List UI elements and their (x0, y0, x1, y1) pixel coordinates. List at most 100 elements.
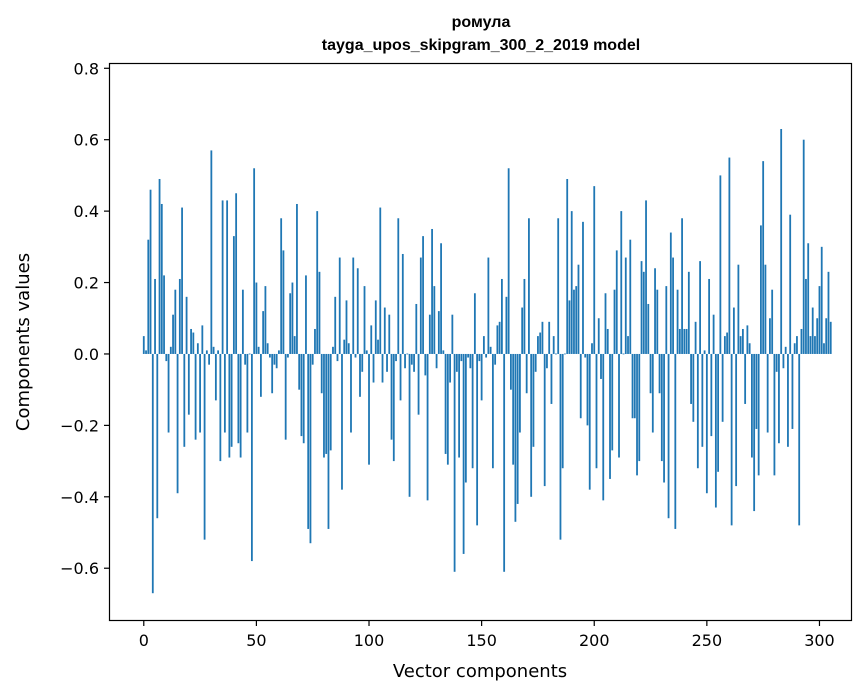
bar (379, 207, 382, 354)
bar (183, 353, 186, 447)
bar (192, 332, 195, 354)
x-tick-label: 50 (246, 631, 266, 650)
bar (510, 353, 512, 390)
bar (160, 203, 163, 354)
bar (316, 211, 319, 354)
y-tick-label: 0.2 (74, 274, 99, 293)
bar (372, 353, 375, 383)
bar (746, 325, 749, 354)
bar (368, 353, 370, 465)
bar (501, 278, 503, 354)
bar (433, 286, 436, 354)
bar (296, 203, 298, 354)
bar (287, 353, 289, 358)
bar (699, 261, 701, 354)
y-tick-label: −0.2 (60, 416, 99, 435)
bar (687, 271, 690, 354)
bar (494, 353, 497, 365)
bar (796, 336, 798, 354)
bar (163, 275, 165, 354)
bar (773, 353, 776, 476)
bar (548, 321, 551, 354)
bar (816, 318, 819, 354)
bar (361, 353, 364, 372)
bar (449, 353, 451, 383)
bar (579, 353, 582, 419)
bar (577, 264, 580, 354)
bar (201, 325, 204, 354)
bar (491, 353, 494, 469)
bar (392, 353, 395, 462)
bar (622, 353, 625, 355)
bar (145, 350, 147, 354)
bar (401, 253, 404, 354)
bar (397, 218, 400, 354)
bar (480, 353, 483, 401)
bar (275, 353, 278, 369)
bar (212, 346, 215, 354)
bar (406, 353, 409, 355)
bar (525, 353, 528, 394)
bar (311, 353, 314, 365)
bar (730, 353, 733, 526)
bar (172, 314, 174, 354)
bar (332, 346, 334, 354)
bar (712, 314, 715, 354)
bar (606, 328, 609, 354)
bar (158, 178, 161, 354)
bar (408, 353, 411, 497)
bar (615, 250, 618, 354)
bar (503, 353, 506, 572)
bar (187, 353, 190, 415)
bar (593, 186, 596, 354)
bar (564, 353, 566, 355)
bar (181, 207, 183, 354)
bar (307, 353, 310, 529)
bar (365, 350, 368, 354)
chart-subtitle: tayga_upos_skipgram_300_2_2019 model (322, 37, 640, 54)
bar (807, 243, 810, 354)
bar (320, 353, 323, 394)
bar (341, 353, 343, 490)
bar (390, 353, 393, 440)
bar (489, 346, 492, 354)
bar (611, 353, 614, 451)
bar (329, 353, 332, 451)
bar (669, 232, 672, 354)
y-tick-label: 0.0 (74, 345, 99, 364)
bar (314, 328, 316, 354)
bar (654, 268, 656, 354)
bar (674, 353, 677, 529)
bar (624, 257, 627, 354)
bar (597, 318, 600, 354)
bar (519, 353, 521, 433)
bar (784, 346, 787, 354)
bar (665, 286, 668, 354)
bar (748, 343, 751, 354)
bar (156, 353, 159, 519)
bar (825, 318, 828, 354)
bar (546, 353, 548, 369)
bar (708, 278, 711, 354)
bar (469, 353, 472, 369)
bar (550, 353, 553, 404)
bar (210, 150, 213, 354)
x-tick-label: 250 (692, 631, 723, 650)
bar (827, 271, 830, 354)
bar (199, 353, 201, 433)
bar (753, 353, 756, 512)
bar (217, 350, 220, 354)
bar (717, 353, 720, 472)
bar (780, 128, 783, 354)
bar (521, 307, 524, 354)
bar (755, 353, 758, 429)
bar (356, 268, 359, 354)
bar (778, 353, 780, 444)
bar (428, 314, 431, 354)
bar (395, 353, 397, 362)
bar (789, 214, 792, 354)
y-tick-label: 0.4 (74, 202, 99, 221)
bar (640, 261, 643, 354)
bar (223, 353, 226, 433)
bar (176, 353, 179, 494)
